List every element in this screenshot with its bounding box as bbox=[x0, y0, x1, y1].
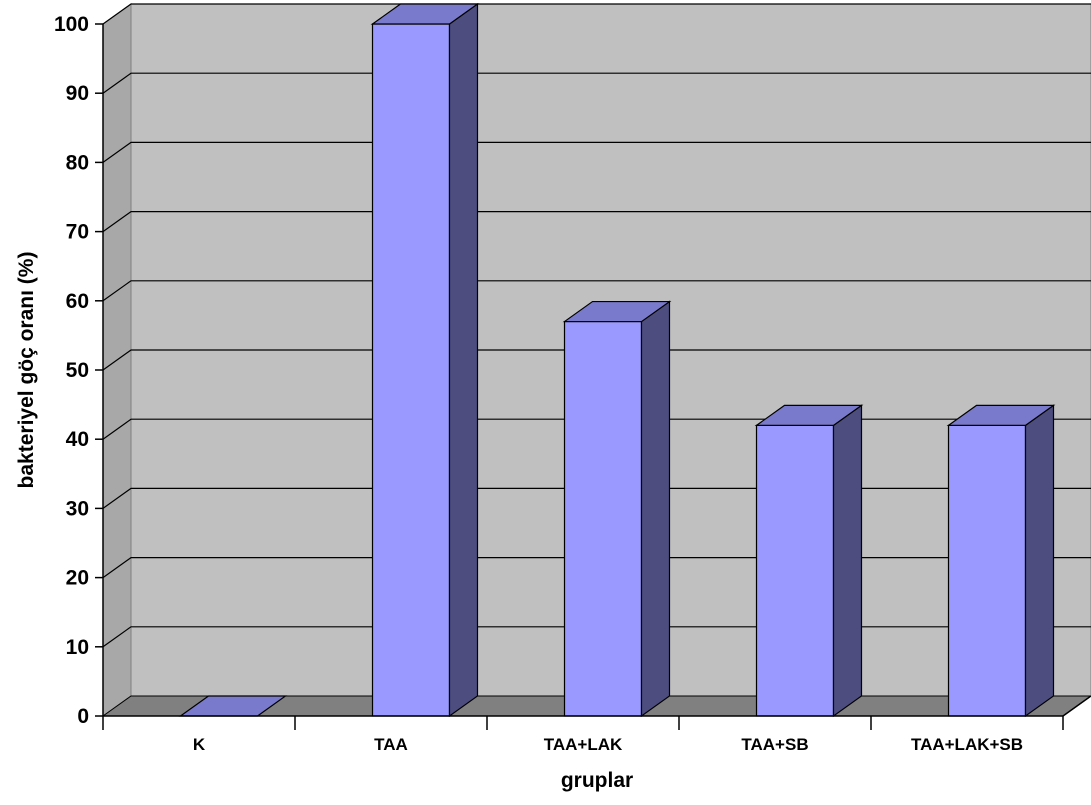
bar-top bbox=[562, 300, 672, 323]
x-tick-labels: K TAA TAA+LAK TAA+SB TAA+LAK+SB bbox=[193, 735, 1023, 754]
gridline bbox=[102, 211, 1091, 233]
gridline bbox=[102, 280, 1091, 302]
gridline bbox=[102, 141, 1091, 163]
x-tick-label: TAA+LAK bbox=[544, 735, 623, 754]
bar bbox=[562, 300, 672, 718]
bar-side bbox=[448, 2, 479, 718]
bar bbox=[946, 404, 1056, 718]
bar-side bbox=[640, 300, 671, 718]
bar-top bbox=[946, 404, 1056, 426]
y-tick-label: 90 bbox=[66, 82, 89, 105]
bar-front bbox=[947, 424, 1027, 717]
bar-front bbox=[563, 320, 643, 717]
y-tick-label: 80 bbox=[66, 151, 89, 174]
y-tick-label: 70 bbox=[66, 221, 89, 244]
bar-top bbox=[754, 404, 864, 426]
gridline bbox=[102, 349, 1091, 371]
bar-front bbox=[755, 424, 835, 717]
axes bbox=[95, 23, 1091, 730]
gridline bbox=[102, 3, 1091, 25]
y-tick-label: 30 bbox=[66, 497, 89, 520]
x-tick-label: TAA+LAK+SB bbox=[911, 735, 1023, 754]
y-tick-label: 10 bbox=[66, 636, 89, 659]
bar-front bbox=[371, 23, 451, 717]
bar bbox=[754, 404, 864, 718]
y-tick-label: 40 bbox=[66, 428, 89, 451]
y-tick-label: 0 bbox=[77, 705, 89, 728]
x-tick-label: K bbox=[193, 735, 206, 754]
x-tick-label: TAA bbox=[374, 735, 408, 754]
bar bbox=[370, 2, 480, 718]
x-axis-depth bbox=[1062, 695, 1091, 717]
y-tick-label: 100 bbox=[54, 13, 89, 36]
y-tick-labels: 0 10 20 30 40 50 60 70 80 90 100 bbox=[54, 13, 89, 728]
bar-series bbox=[178, 2, 1056, 718]
y-axis-title: bakteriyel göç oranı (%) bbox=[15, 252, 38, 489]
gridline bbox=[102, 72, 1091, 94]
y-tick-label: 50 bbox=[66, 359, 89, 382]
bar-side bbox=[832, 404, 863, 718]
y-tick-label: 20 bbox=[66, 567, 89, 590]
x-axis-title: gruplar bbox=[561, 769, 633, 792]
y-tick-label: 60 bbox=[66, 290, 89, 313]
bar-top bbox=[370, 3, 480, 25]
bar-side bbox=[1024, 404, 1055, 718]
x-tick-label: TAA+SB bbox=[741, 735, 808, 754]
